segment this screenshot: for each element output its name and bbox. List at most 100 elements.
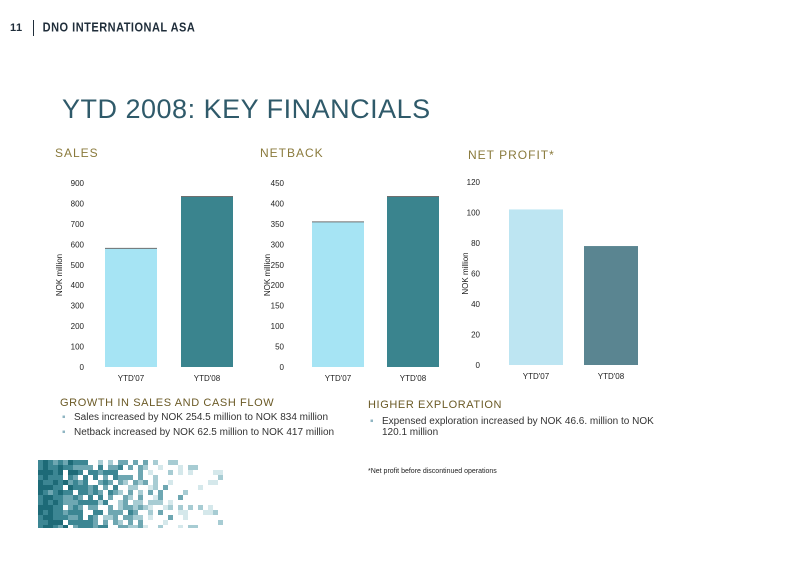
mosaic-tile bbox=[58, 465, 63, 470]
x-tick-label: YTD'07 bbox=[325, 374, 352, 383]
mosaic-tile bbox=[123, 515, 128, 520]
mosaic-tile bbox=[68, 510, 73, 515]
mosaic-tile bbox=[138, 505, 143, 510]
mosaic-tile bbox=[73, 465, 78, 470]
netback-chart: 0 50 100 150 200 250 300 350 400 450 NOK million YT… bbox=[263, 179, 439, 383]
y-tick-label: 0 bbox=[80, 363, 85, 372]
mosaic-tile bbox=[128, 510, 133, 515]
mosaic-tile bbox=[38, 515, 43, 520]
mosaic-tile bbox=[48, 470, 53, 475]
mosaic-tile bbox=[163, 520, 168, 525]
y-tick-label: 450 bbox=[271, 179, 285, 188]
mosaic-tile bbox=[98, 480, 103, 485]
mosaic-tile bbox=[218, 470, 223, 475]
mosaic-tile bbox=[63, 510, 68, 515]
mosaic-tile bbox=[148, 515, 153, 520]
mosaic-tile bbox=[58, 515, 63, 520]
mosaic-tile bbox=[48, 465, 53, 470]
mosaic-tile bbox=[78, 510, 83, 515]
mosaic-tile bbox=[128, 515, 133, 520]
mosaic-tile bbox=[53, 480, 58, 485]
mosaic-tile bbox=[58, 500, 63, 505]
mosaic-tile bbox=[173, 460, 178, 465]
mosaic-tile bbox=[58, 490, 63, 495]
footnote: *Net profit before discontinued operatio… bbox=[368, 468, 497, 475]
growth-bullet-list: ▪ Sales increased by NOK 254.5 million to… bbox=[60, 412, 340, 442]
mosaic-tile bbox=[118, 520, 123, 525]
x-tick-label: YTD'07 bbox=[118, 374, 145, 383]
mosaic-tile bbox=[93, 525, 98, 528]
mosaic-tile bbox=[53, 490, 58, 495]
mosaic-tile bbox=[128, 490, 133, 495]
mosaic-tile bbox=[38, 505, 43, 510]
mosaic-tile bbox=[218, 520, 223, 525]
mosaic-tile bbox=[43, 460, 48, 465]
mosaic-tile bbox=[48, 475, 53, 480]
mosaic-tile bbox=[133, 500, 138, 505]
mosaic-tile bbox=[58, 470, 63, 475]
mosaic-tile bbox=[93, 490, 98, 495]
y-axis-label: NOK million bbox=[461, 252, 470, 294]
page-title: YTD 2008: KEY FINANCIALS bbox=[62, 94, 431, 124]
mosaic-tile bbox=[198, 505, 203, 510]
mosaic-tile bbox=[48, 460, 53, 465]
mosaic-tile bbox=[68, 490, 73, 495]
mosaic-tile bbox=[78, 485, 83, 490]
mosaic-tile bbox=[38, 500, 43, 505]
bullet-icon: ▪ bbox=[62, 427, 66, 438]
mosaic-tile bbox=[183, 510, 188, 515]
mosaic-tile bbox=[73, 470, 78, 475]
mosaic-tile bbox=[153, 475, 158, 480]
mosaic-tile bbox=[68, 480, 73, 485]
mosaic-tile bbox=[148, 510, 153, 515]
y-tick-label: 200 bbox=[271, 281, 285, 290]
mosaic-tile bbox=[78, 495, 83, 500]
mosaic-tile bbox=[58, 510, 63, 515]
mosaic-tile bbox=[53, 515, 58, 520]
mosaic-tile bbox=[43, 485, 48, 490]
x-tick-label: YTD'08 bbox=[194, 374, 221, 383]
mosaic-tile bbox=[143, 480, 148, 485]
mosaic-tile bbox=[108, 465, 113, 470]
mosaic-tile bbox=[158, 510, 163, 515]
mosaic-tile bbox=[133, 515, 138, 520]
mosaic-tile bbox=[158, 465, 163, 470]
mosaic-tile bbox=[43, 525, 48, 528]
mosaic-tile bbox=[208, 510, 213, 515]
mosaic-tile bbox=[183, 490, 188, 495]
mosaic-tile bbox=[38, 495, 43, 500]
mosaic-tile bbox=[43, 500, 48, 505]
mosaic-tile bbox=[108, 495, 113, 500]
net-profit-chart-title: NET PROFIT* bbox=[468, 148, 555, 162]
bullet-icon: ▪ bbox=[370, 416, 374, 427]
mosaic-tile bbox=[198, 485, 203, 490]
y-tick-label: 100 bbox=[71, 343, 85, 352]
mosaic-tile bbox=[118, 465, 123, 470]
mosaic-tile bbox=[153, 460, 158, 465]
decorative-mosaic bbox=[38, 460, 223, 528]
mosaic-tile bbox=[203, 510, 208, 515]
mosaic-tile bbox=[123, 475, 128, 480]
mosaic-tile bbox=[93, 485, 98, 490]
mosaic-tile bbox=[88, 495, 93, 500]
mosaic-tile bbox=[133, 460, 138, 465]
mosaic-tile bbox=[48, 495, 53, 500]
mosaic-tile bbox=[73, 510, 78, 515]
mosaic-tile bbox=[68, 465, 73, 470]
mosaic-tile bbox=[83, 485, 88, 490]
mosaic-tile bbox=[108, 515, 113, 520]
mosaic-tile bbox=[58, 480, 63, 485]
mosaic-tile bbox=[63, 500, 68, 505]
mosaic-tile bbox=[93, 470, 98, 475]
mosaic-tile bbox=[128, 505, 133, 510]
mosaic-tile bbox=[83, 525, 88, 528]
mosaic-tile bbox=[208, 505, 213, 510]
mosaic-tile bbox=[143, 465, 148, 470]
mosaic-tile bbox=[88, 505, 93, 510]
mosaic-tile bbox=[153, 500, 158, 505]
mosaic-tile bbox=[53, 510, 58, 515]
growth-bullet: ▪ Netback increased by NOK 62.5 million t… bbox=[60, 427, 340, 438]
mosaic-tile bbox=[103, 500, 108, 505]
y-tick-label: 300 bbox=[271, 240, 285, 249]
mosaic-tile bbox=[113, 515, 118, 520]
